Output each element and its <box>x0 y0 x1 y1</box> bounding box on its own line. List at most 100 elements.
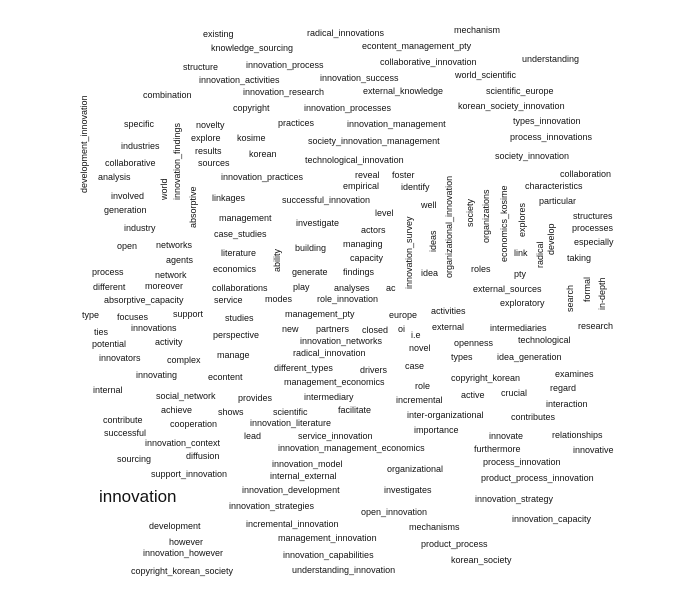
word-activity: activity <box>155 337 183 347</box>
word-roles: roles <box>471 264 491 274</box>
word-actors: actors <box>361 225 386 235</box>
word-furthermore: furthermore <box>474 444 521 454</box>
word-service: service <box>214 295 243 305</box>
word-econtent-management-pty: econtent_management_pty <box>362 41 472 51</box>
word-innovation-capabilities: innovation_capabilities <box>283 550 374 560</box>
word-well: well <box>421 200 437 210</box>
word-idea: idea <box>421 268 439 278</box>
word-innovation-success: innovation_success <box>320 73 399 83</box>
word-ie: i.e <box>411 330 421 340</box>
word-copyright: copyright <box>233 103 270 113</box>
word-innovation-capacity: innovation_capacity <box>512 514 592 524</box>
word-economics: economics <box>213 264 257 274</box>
word-management: management <box>219 213 272 223</box>
word-organizational-innovation: organizational_innovation <box>444 175 454 278</box>
word-successful: successful <box>104 428 147 438</box>
word-korean-society: korean_society <box>451 555 512 565</box>
word-product-process: product_process <box>421 539 488 549</box>
word-inter-organizational: inter-organizational <box>407 410 484 420</box>
word-oi: oi <box>398 324 406 334</box>
word-radical: radical <box>535 241 545 268</box>
word-crucial: crucial <box>501 388 528 398</box>
word-support-innovation: support_innovation <box>151 469 228 479</box>
word-innovation: innovation <box>99 487 177 506</box>
word-ties: ties <box>94 327 109 337</box>
word-innovation-process: innovation_process <box>246 60 324 70</box>
word-technological: technological <box>518 335 571 345</box>
word-external: external <box>432 322 465 332</box>
word-absorptive: absorptive <box>188 186 198 228</box>
word-novelty: novelty <box>196 120 225 130</box>
word-process-innovations: process_innovations <box>510 132 593 142</box>
word-search: search <box>565 284 575 312</box>
word-perspective: perspective <box>213 330 260 340</box>
word-openness: openness <box>454 338 494 348</box>
word-new: new <box>282 324 299 334</box>
word-specific: specific <box>124 119 155 129</box>
word-characteristics: characteristics <box>525 181 583 191</box>
word-world-scientific: world_scientific <box>455 70 517 80</box>
word-europe: europe <box>389 310 418 320</box>
word-scientific-europe: scientific_europe <box>486 86 554 96</box>
word-particular: particular <box>539 196 577 206</box>
word-innovation-processes: innovation_processes <box>304 103 392 113</box>
word-innovation-findings: innovation_findings <box>172 122 182 200</box>
word-management-innovation: management_innovation <box>278 533 377 543</box>
word-innovating: innovating <box>136 370 178 380</box>
word-innovation-survey: innovation_survey <box>404 216 414 289</box>
word-world: world <box>159 178 169 200</box>
word-generate: generate <box>292 267 328 277</box>
word-exploratory: exploratory <box>500 298 545 308</box>
word-innovation-strategy: innovation_strategy <box>475 494 554 504</box>
word-kosime: kosime <box>237 133 266 143</box>
word-involved: involved <box>111 191 145 201</box>
word-cooperation: cooperation <box>170 419 218 429</box>
word-modes: modes <box>265 294 293 304</box>
word-collaborative-innovation: collaborative_innovation <box>380 57 477 67</box>
word-understanding-innovation: understanding_innovation <box>292 565 396 575</box>
word-investigates: investigates <box>384 485 432 495</box>
word-service-innovation: service_innovation <box>298 431 373 441</box>
word-technological-innovation: technological_innovation <box>305 155 404 165</box>
word-ac: ac <box>386 283 396 293</box>
word-economics-kosime: economics_kosime <box>499 185 509 262</box>
word-korean: korean <box>249 149 277 159</box>
word-idea-generation: idea_generation <box>497 352 562 362</box>
word-link: link <box>514 248 528 258</box>
word-absorptive-capacity: absorptive_capacity <box>104 295 184 305</box>
word-intermediaries: intermediaries <box>490 323 547 333</box>
word-sourcing: sourcing <box>117 454 152 464</box>
word-shows: shows <box>218 407 244 417</box>
word-innovation-networks: innovation_networks <box>300 336 383 346</box>
word-structure: structure <box>183 62 219 72</box>
word-innovation-management-economics: innovation_management_economics <box>278 443 425 453</box>
word-sources: sources <box>198 158 230 168</box>
word-contributes: contributes <box>511 412 556 422</box>
word-process-innovation: process_innovation <box>483 457 561 467</box>
word-building: building <box>295 243 327 253</box>
word-innovation-context: innovation_context <box>145 438 221 448</box>
word-agents: agents <box>166 255 194 265</box>
word-copyright-korean: copyright_korean <box>451 373 521 383</box>
word-focuses: focuses <box>117 312 149 322</box>
word-partners: partners <box>316 324 350 334</box>
word-external-sources: external_sources <box>473 284 542 294</box>
word-contribute: contribute <box>103 415 143 425</box>
word-foster: foster <box>392 170 415 180</box>
word-moreover: moreover <box>145 281 184 291</box>
word-diffusion: diffusion <box>186 451 220 461</box>
word-combination: combination <box>143 90 192 100</box>
word-analyses: analyses <box>334 283 370 293</box>
word-ideas: ideas <box>428 230 438 252</box>
word-ability: ability <box>272 248 282 272</box>
word-types: types <box>451 352 473 362</box>
word-closed: closed <box>362 325 389 335</box>
word-research: research <box>578 321 614 331</box>
word-achieve: achieve <box>161 405 193 415</box>
word-innovative: innovative <box>573 445 614 455</box>
word-role-innovation: role_innovation <box>317 294 379 304</box>
word-development: development <box>149 521 201 531</box>
word-knowledge-sourcing: knowledge_sourcing <box>211 43 294 53</box>
word-management-economics: management_economics <box>284 377 385 387</box>
word-organizations: organizations <box>481 189 491 243</box>
